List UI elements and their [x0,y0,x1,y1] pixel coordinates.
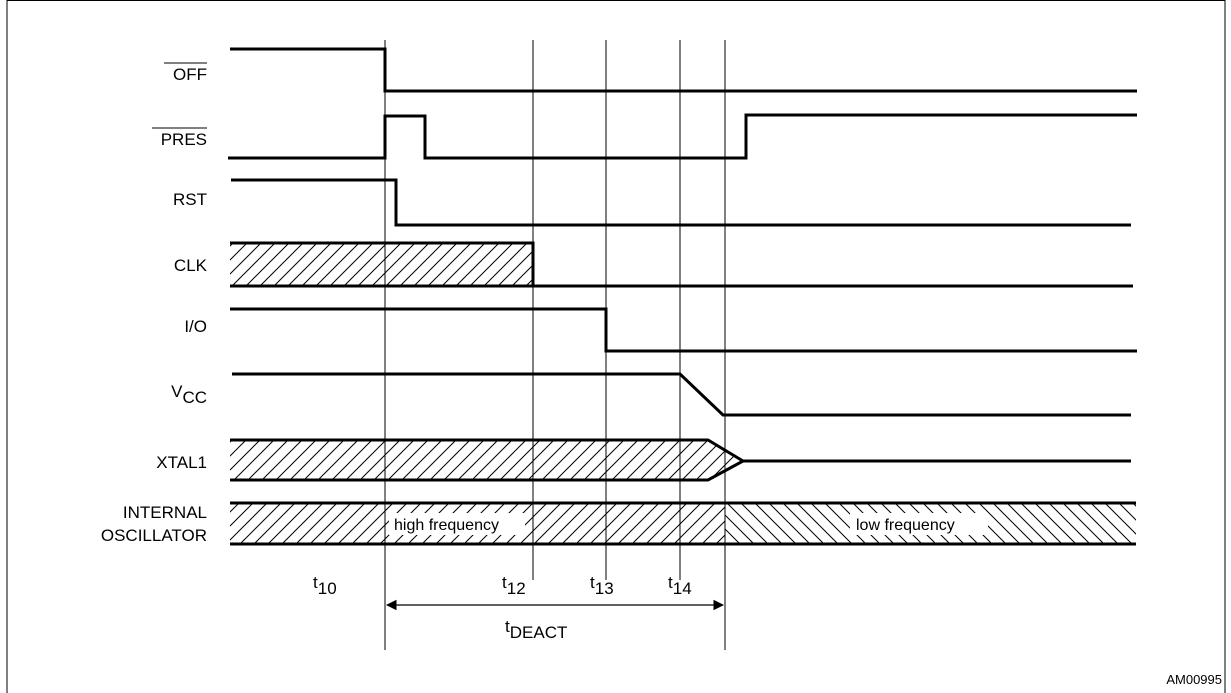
clk-hatched-region [230,243,533,286]
figure-id: AM00995 [1166,672,1222,687]
timing-labels: t10 t12 t13 t14 [313,573,692,598]
tdeact-span: tDEACT [385,599,725,642]
clk-label: CLK [174,256,208,275]
pres-label: PRES [161,130,207,149]
vcc-label-main: V [171,382,183,401]
xtal1-lower-edge [230,459,1131,482]
clk-upper-edge [230,241,535,286]
vcc-label: VCC [171,382,207,407]
off-waveform [230,47,1137,93]
xtal1-hatched-region [230,440,738,480]
vcc-label-sub: CC [182,388,207,407]
io-label: I/O [184,317,207,336]
tdeact-label: tDEACT [505,617,567,642]
t12-label: t12 [502,573,526,598]
off-signal: OFF [164,47,1137,93]
t14-label: t14 [668,573,692,598]
high-frequency-label-bg [389,513,525,535]
io-waveform [230,307,1137,353]
pres-signal: PRES [152,113,1137,160]
io-signal: I/O [184,307,1137,353]
low-frequency-label-bg [850,513,988,535]
xtal1-upper-edge [230,438,744,463]
osc-label-line2: OSCILLATOR [101,526,207,545]
rst-signal: RST [173,178,1131,227]
osc-label-line1: INTERNAL [123,503,207,522]
xtal1-signal: XTAL1 [156,438,1131,482]
xtal1-label: XTAL1 [156,453,207,472]
frame [6,0,1226,693]
vcc-waveform [232,372,1131,417]
internal-oscillator-signal: INTERNAL OSCILLATOR high frequency low f… [101,501,1136,546]
rst-label: RST [173,190,207,209]
clk-signal: CLK [174,241,1133,288]
t10-label: t10 [313,573,337,598]
t13-label: t13 [590,573,614,598]
high-frequency-label: high frequency [394,517,499,534]
vcc-signal: VCC [171,372,1131,417]
off-label: OFF [173,65,207,84]
timing-reference-lines [384,40,726,650]
rst-waveform [231,178,1131,227]
pres-waveform [228,113,1137,160]
low-frequency-label: low frequency [856,517,955,534]
